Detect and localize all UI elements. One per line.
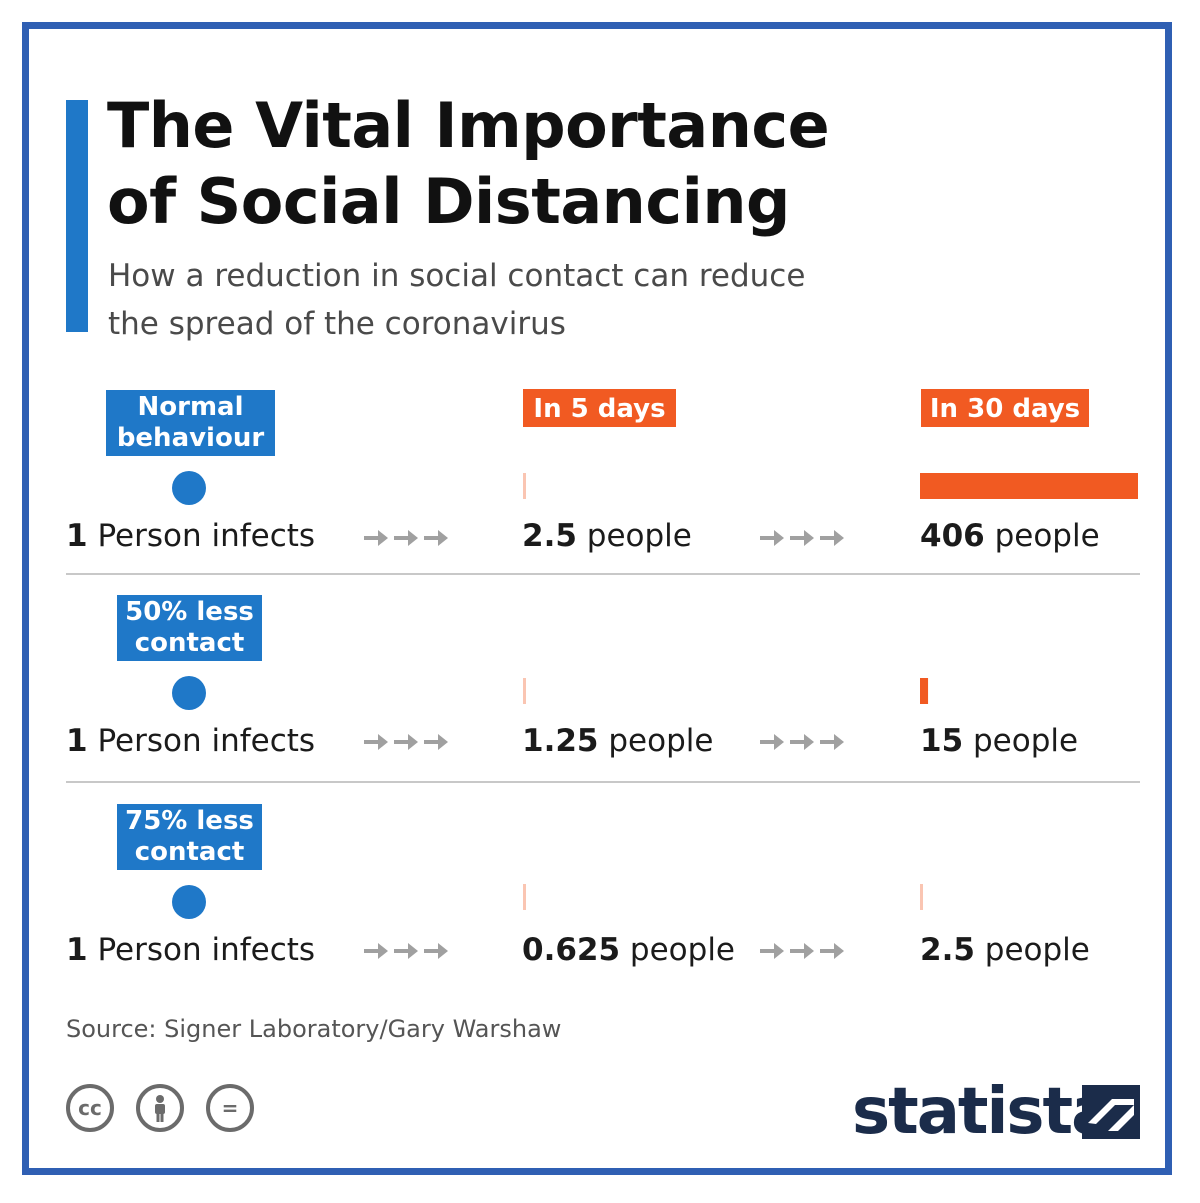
person-glyph: [155, 1095, 165, 1122]
arrow-icon: [760, 530, 844, 546]
value-unit: people: [984, 932, 1090, 968]
value-label-30-days: 2.5 people: [920, 930, 1090, 970]
value-unit: people: [973, 723, 1079, 759]
arrow-icon: [364, 943, 448, 959]
arrow-icon: [760, 734, 844, 750]
value-number: 0.625: [522, 932, 621, 968]
start-text: Person infects: [97, 932, 316, 968]
bar-1-0: [523, 678, 526, 704]
bar-1-1: [920, 678, 929, 704]
arrow-icon: [364, 734, 448, 750]
value-label-5-days: 1.25 people: [522, 721, 713, 761]
value-label-30-days: 406 people: [920, 516, 1100, 556]
bar-0-0: [523, 473, 526, 499]
scenario-badge-50-less: 50% less contact: [117, 595, 262, 661]
value-unit: people: [629, 932, 736, 968]
value-number: 15: [920, 723, 964, 759]
value-unit: people: [608, 723, 714, 759]
title-line-1: The Vital Importance: [107, 89, 830, 162]
value-number: 2.5: [522, 518, 577, 554]
start-text: Person infects: [97, 518, 316, 554]
value-number: 2.5: [920, 932, 975, 968]
value-number: 1.25: [522, 723, 599, 759]
value-number: 406: [920, 518, 985, 554]
statista-logo-icon: [1082, 1085, 1140, 1139]
scenario-label-line-2: contact: [134, 628, 245, 658]
scenario-label-line-1: 75% less: [125, 806, 254, 836]
cc-icon: cc: [66, 1084, 114, 1132]
start-label: 1 Person infects: [66, 516, 315, 556]
start-count: 1: [66, 518, 88, 554]
no-derivatives-icon: =: [206, 1084, 254, 1132]
value-label-5-days: 0.625 people: [522, 930, 735, 970]
row-divider: [66, 573, 1140, 575]
scenario-label-line-2: behaviour: [116, 423, 265, 453]
scenario-badge-75-less: 75% less contact: [117, 804, 262, 870]
start-text: Person infects: [97, 723, 316, 759]
bar-2-1: [920, 884, 923, 910]
start-label: 1 Person infects: [66, 721, 315, 761]
infographic-frame: [22, 22, 1172, 1175]
start-count: 1: [66, 723, 88, 759]
bar-2-0: [523, 884, 526, 910]
value-label-30-days: 15 people: [920, 721, 1078, 761]
bar-0-1: [920, 473, 1138, 499]
column-header-30-days: In 30 days: [921, 389, 1089, 427]
source-note: Source: Signer Laboratory/Gary Warshaw: [66, 1015, 562, 1043]
scenario-badge-normal: Normal behaviour: [106, 390, 275, 456]
scenario-label-line-1: 50% less: [125, 597, 254, 627]
arrow-icon: [364, 530, 448, 546]
row-divider: [66, 781, 1140, 783]
scenario-label-line-1: Normal: [137, 392, 244, 422]
subtitle-line-2: the spread of the coronavirus: [108, 306, 566, 342]
scenario-label-line-2: contact: [134, 837, 245, 867]
chart-title: The Vital Importance of Social Distancin…: [107, 88, 1107, 240]
value-unit: people: [586, 518, 692, 554]
value-label-5-days: 2.5 people: [522, 516, 692, 556]
column-header-5-days: In 5 days: [523, 389, 676, 427]
person-dot: [172, 676, 206, 710]
value-unit: people: [994, 518, 1100, 554]
start-label: 1 Person infects: [66, 930, 315, 970]
start-count: 1: [66, 932, 88, 968]
arrow-icon: [760, 943, 844, 959]
attribution-icon: [136, 1084, 184, 1132]
title-accent-bar: [66, 100, 88, 332]
chart-subtitle: How a reduction in social contact can re…: [108, 252, 1008, 348]
person-dot: [172, 885, 206, 919]
subtitle-line-1: How a reduction in social contact can re…: [108, 258, 806, 294]
person-dot: [172, 471, 206, 505]
statista-logo-text: statista: [852, 1075, 1114, 1149]
title-line-2: of Social Distancing: [107, 165, 790, 238]
